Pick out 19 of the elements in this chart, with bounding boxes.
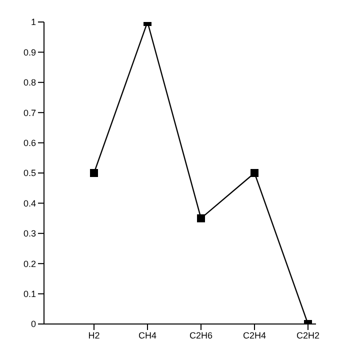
y-tick-label: 0.4 bbox=[23, 198, 36, 208]
point bbox=[250, 169, 258, 177]
y-tick-label: 0.7 bbox=[23, 108, 36, 118]
y-tick-label: 0.9 bbox=[23, 47, 36, 58]
y-tick-label: 0.5 bbox=[23, 168, 36, 178]
point bbox=[90, 169, 98, 177]
y-tick-label: 0.8 bbox=[23, 78, 36, 88]
y-tick-label: 0.1 bbox=[23, 288, 36, 299]
x-tick-label: H2 bbox=[88, 330, 100, 340]
y-tick-label: 0.3 bbox=[23, 228, 36, 239]
y-tick-label: 0.2 bbox=[23, 258, 36, 269]
y-tick-label: 0.6 bbox=[23, 138, 36, 148]
x-tick-label: CH4 bbox=[138, 330, 157, 340]
x-tick-label: C2H2 bbox=[296, 330, 320, 340]
y-tick-label: 0 bbox=[30, 319, 36, 330]
x-tick-label: C2H6 bbox=[189, 330, 213, 340]
y-tick-label: 1 bbox=[30, 17, 36, 28]
point bbox=[197, 214, 205, 222]
x-tick-label: C2H4 bbox=[242, 330, 266, 340]
